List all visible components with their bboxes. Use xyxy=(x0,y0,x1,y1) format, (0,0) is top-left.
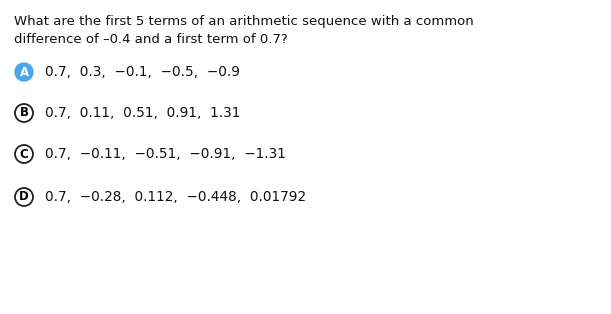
Text: A: A xyxy=(20,66,29,78)
Circle shape xyxy=(15,63,33,81)
Text: What are the first 5 terms of an arithmetic sequence with a common: What are the first 5 terms of an arithme… xyxy=(14,15,474,28)
Text: C: C xyxy=(20,148,28,160)
Text: B: B xyxy=(20,106,29,120)
Text: 0.7,  −0.11,  −0.51,  −0.91,  −1.31: 0.7, −0.11, −0.51, −0.91, −1.31 xyxy=(45,147,286,161)
Text: 0.7,  −0.28,  0.112,  −0.448,  0.01792: 0.7, −0.28, 0.112, −0.448, 0.01792 xyxy=(45,190,306,204)
Text: difference of –0.4 and a first term of 0.7?: difference of –0.4 and a first term of 0… xyxy=(14,33,288,46)
Text: 0.7,  0.3,  −0.1,  −0.5,  −0.9: 0.7, 0.3, −0.1, −0.5, −0.9 xyxy=(45,65,240,79)
Text: D: D xyxy=(19,191,29,203)
Text: 0.7,  0.11,  0.51,  0.91,  1.31: 0.7, 0.11, 0.51, 0.91, 1.31 xyxy=(45,106,240,120)
